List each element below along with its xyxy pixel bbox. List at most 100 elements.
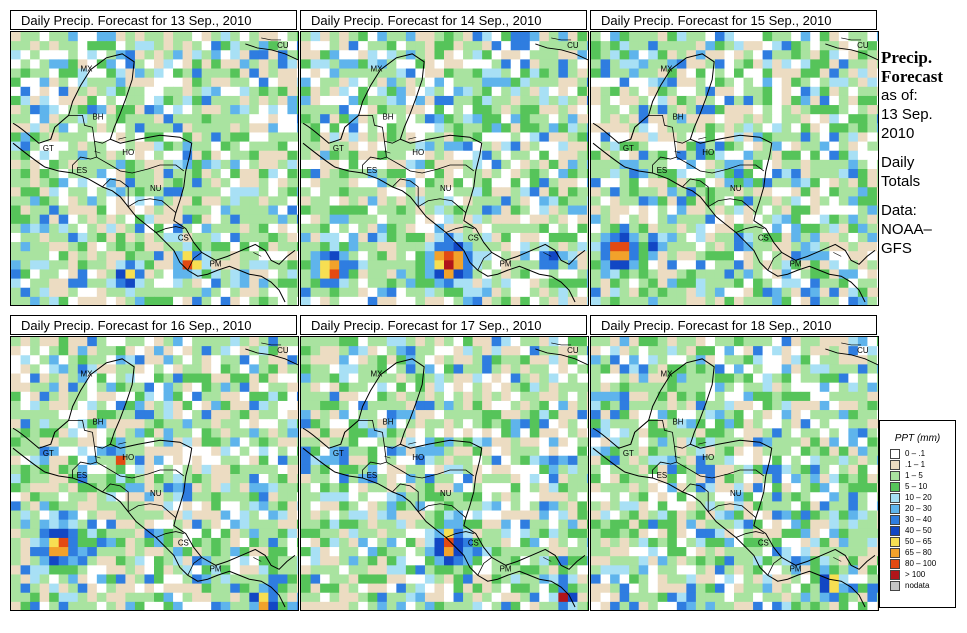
country-label-es: ES: [77, 471, 88, 480]
panel-title: Daily Precip. Forecast for 15 Sep., 2010: [590, 10, 877, 30]
country-label-nu: NU: [440, 184, 452, 193]
country-label-cs: CS: [758, 538, 769, 547]
country-label-bh: BH: [672, 417, 683, 426]
legend-label: 50 – 65: [905, 537, 932, 546]
data-line3: GFS: [881, 240, 912, 257]
country-label-bh: BH: [92, 112, 103, 121]
legend-swatch: [890, 514, 900, 525]
panel-title: Daily Precip. Forecast for 14 Sep., 2010: [300, 10, 587, 30]
precip-map: MX BH GT HO ES NU CS PM CU: [590, 336, 879, 611]
country-label-pm: PM: [500, 259, 512, 268]
legend-row: 65 – 80: [890, 547, 955, 558]
legend-row: 1 – 5: [890, 470, 955, 481]
country-label-es: ES: [367, 471, 378, 480]
legend-label: 0 – .1: [905, 449, 926, 458]
forecast-panel-17-sep: Daily Precip. Forecast for 17 Sep., 2010…: [300, 315, 589, 611]
legend-label: .1 – 1: [905, 460, 926, 469]
legend-swatch: [890, 536, 900, 547]
country-label-gt: GT: [623, 449, 634, 458]
country-label-bh: BH: [92, 417, 103, 426]
legend-swatch: [890, 448, 900, 459]
country-label-mx: MX: [81, 65, 94, 74]
legend-row: .1 – 1: [890, 459, 955, 470]
legend-row: 80 – 100: [890, 558, 955, 569]
legend-swatch: [890, 558, 900, 569]
legend-label: > 100: [905, 570, 926, 579]
country-label-cu: CU: [857, 346, 869, 355]
country-label-nu: NU: [150, 489, 162, 498]
main-title-line2: Forecast: [881, 67, 943, 86]
legend-label: 1 – 5: [905, 471, 923, 480]
legend-swatch: [890, 503, 900, 514]
legend-swatch: [890, 459, 900, 470]
country-label-nu: NU: [730, 489, 742, 498]
main-title-line1: Precip.: [881, 48, 933, 67]
country-label-nu: NU: [730, 184, 742, 193]
country-label-es: ES: [77, 166, 88, 175]
legend-label: 80 – 100: [905, 559, 937, 568]
precip-map: MX BH GT HO ES NU CS PM CU: [10, 31, 299, 306]
country-label-ho: HO: [702, 148, 714, 157]
legend-row: 50 – 65: [890, 536, 955, 547]
country-label-gt: GT: [43, 449, 54, 458]
panel-title: Daily Precip. Forecast for 13 Sep., 2010: [10, 10, 297, 30]
country-label-cu: CU: [277, 346, 289, 355]
country-label-bh: BH: [382, 417, 393, 426]
panel-title: Daily Precip. Forecast for 17 Sep., 2010: [300, 315, 587, 335]
country-label-mx: MX: [661, 370, 674, 379]
forecast-panel-15-sep: Daily Precip. Forecast for 15 Sep., 2010…: [590, 10, 879, 306]
panel-title: Daily Precip. Forecast for 18 Sep., 2010: [590, 315, 877, 335]
panel-title: Daily Precip. Forecast for 16 Sep., 2010: [10, 315, 297, 335]
legend-swatch: [890, 547, 900, 558]
country-label-cu: CU: [857, 41, 869, 50]
legend-row: 30 – 40: [890, 514, 955, 525]
legend-label: 5 – 10: [905, 482, 928, 491]
country-label-nu: NU: [150, 184, 162, 193]
legend-label: 30 – 40: [905, 515, 932, 524]
country-label-cu: CU: [567, 41, 579, 50]
country-label-mx: MX: [661, 65, 674, 74]
country-label-pm: PM: [210, 259, 222, 268]
daily-line1: Daily: [881, 154, 915, 171]
country-label-mx: MX: [81, 370, 94, 379]
country-label-pm: PM: [790, 564, 802, 573]
precip-map: MX BH GT HO ES NU CS PM CU: [590, 31, 879, 306]
country-label-ho: HO: [412, 453, 424, 462]
forecast-panel-14-sep: Daily Precip. Forecast for 14 Sep., 2010…: [300, 10, 589, 306]
country-label-gt: GT: [623, 144, 634, 153]
country-label-ho: HO: [702, 453, 714, 462]
legend-label: nodata: [905, 581, 930, 590]
country-label-gt: GT: [333, 144, 344, 153]
country-label-cu: CU: [567, 346, 579, 355]
precip-map: MX BH GT HO ES NU CS PM CU: [300, 336, 589, 611]
precip-map: MX BH GT HO ES NU CS PM CU: [10, 336, 299, 611]
country-label-es: ES: [367, 166, 378, 175]
legend-row: 20 – 30: [890, 503, 955, 514]
precip-map: MX BH GT HO ES NU CS PM CU: [300, 31, 589, 306]
country-label-es: ES: [657, 471, 668, 480]
country-label-cu: CU: [277, 41, 289, 50]
date-line2: 2010: [881, 125, 915, 142]
legend-row: nodata: [890, 580, 955, 591]
forecast-panel-13-sep: Daily Precip. Forecast for 13 Sep., 2010…: [10, 10, 299, 306]
legend-row: 5 – 10: [890, 481, 955, 492]
country-label-gt: GT: [333, 449, 344, 458]
country-label-cs: CS: [468, 233, 479, 242]
legend-swatch: [890, 492, 900, 503]
legend-swatch: [890, 580, 900, 591]
country-label-gt: GT: [43, 144, 54, 153]
legend-title: PPT (mm): [894, 433, 941, 444]
country-label-pm: PM: [210, 564, 222, 573]
forecast-panel-18-sep: Daily Precip. Forecast for 18 Sep., 2010…: [590, 315, 879, 611]
country-label-ho: HO: [122, 148, 134, 157]
legend-label: 65 – 80: [905, 548, 932, 557]
legend-label: 10 – 20: [905, 493, 932, 502]
country-label-cs: CS: [178, 538, 189, 547]
legend-row: 10 – 20: [890, 492, 955, 503]
legend-row: 40 – 50: [890, 525, 955, 536]
legend-swatch: [890, 481, 900, 492]
data-line1: Data:: [881, 202, 917, 219]
country-label-bh: BH: [672, 112, 683, 121]
date-line1: 13 Sep.: [881, 106, 933, 123]
country-label-es: ES: [657, 166, 668, 175]
